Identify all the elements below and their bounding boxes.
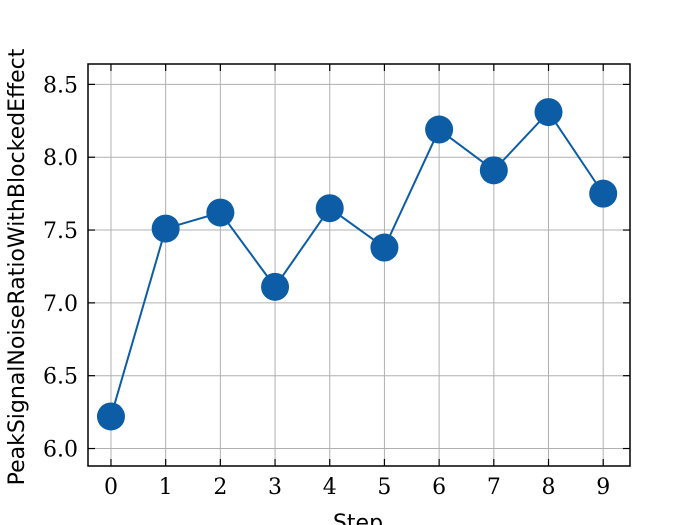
point (479, 156, 508, 185)
y-tick-label: 8.5 (43, 73, 78, 98)
x-tick-label: 5 (377, 475, 391, 500)
point (261, 272, 290, 301)
x-tick-label: 9 (596, 475, 610, 500)
axes-frame (87, 63, 631, 467)
point (425, 115, 454, 144)
y-tick-label: 6.5 (43, 365, 78, 390)
point (589, 179, 618, 208)
series-line (110, 110, 605, 417)
point (315, 194, 344, 223)
point (206, 198, 235, 227)
point (534, 98, 563, 127)
y-tick-label: 8.0 (43, 146, 78, 171)
x-tick-label: 1 (159, 475, 173, 500)
x-tick-label: 7 (487, 475, 501, 500)
point (96, 402, 125, 431)
x-tick-label: 6 (432, 475, 446, 500)
x-tick-label: 8 (542, 475, 556, 500)
x-tick-label: 0 (104, 475, 118, 500)
point (151, 214, 180, 243)
x-tick-label: 3 (268, 475, 282, 500)
plot-area: 0 1 2 3 4 5 6 7 8 9 6.0 6.5 7.0 7.5 8.0 8.5 (43, 64, 630, 500)
y-tick-label: 7.0 (43, 292, 78, 317)
x-tick-label: 4 (323, 475, 337, 500)
x-tick-label: 2 (213, 475, 227, 500)
y-tick-label: 6.0 (43, 438, 78, 463)
x-axis-label: Step (333, 511, 383, 525)
y-tick-label: 7.5 (43, 219, 78, 244)
point (370, 233, 399, 262)
y-axis-label: PeakSignalNoiseRatioWithBlockedEffect (5, 48, 30, 485)
